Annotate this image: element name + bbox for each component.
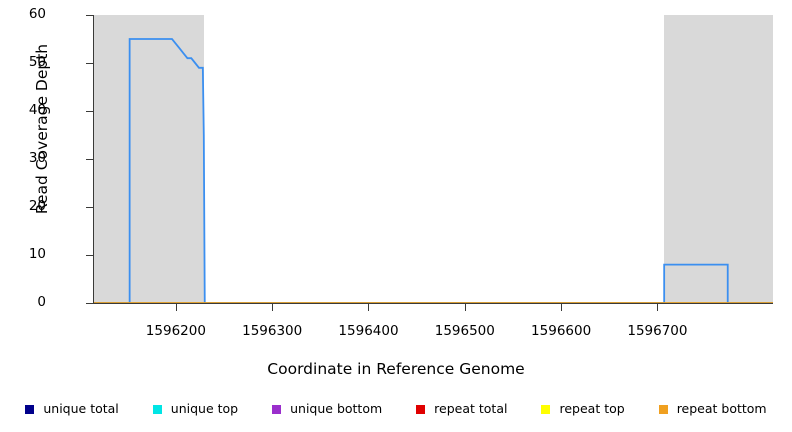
x-tick-label: 1596400: [338, 323, 399, 339]
y-tick: [86, 15, 93, 16]
x-tick-label: 1596300: [242, 323, 303, 339]
x-tick-label: 1596500: [434, 323, 495, 339]
x-tick: [272, 304, 274, 311]
y-tick-label: 60: [28, 6, 46, 22]
legend-swatch-icon: [152, 404, 162, 414]
y-tick-label: 0: [37, 294, 46, 310]
y-tick: [86, 255, 93, 256]
legend-label: unique bottom: [290, 400, 383, 416]
chart-legend: unique total unique top unique bottom repea…: [0, 398, 792, 420]
legend-item-repeat-total[interactable]: repeat total: [416, 400, 508, 416]
x-tick-label: 1596700: [627, 323, 688, 339]
y-tick-label: 10: [28, 246, 46, 262]
shaded-repeat-region: [664, 15, 773, 303]
x-tick: [464, 304, 466, 311]
legend-item-unique-total[interactable]: unique total: [25, 400, 119, 416]
series-line-unique-total: [94, 38, 773, 304]
y-tick-label: 20: [28, 198, 46, 214]
y-tick: [86, 303, 93, 304]
legend-swatch-icon: [541, 404, 551, 414]
x-tick-label: 1596200: [145, 323, 206, 339]
legend-label: repeat bottom: [676, 400, 767, 416]
y-tick: [86, 111, 93, 112]
legend-item-repeat-top[interactable]: repeat top: [541, 400, 625, 416]
legend-item-unique-top[interactable]: unique top: [152, 400, 239, 416]
y-axis-line: [93, 15, 94, 304]
y-tick: [86, 63, 93, 64]
legend-swatch-icon: [416, 404, 426, 414]
x-tick: [368, 304, 370, 311]
legend-swatch-icon: [272, 404, 282, 414]
y-axis-title: Read Coverage Depth: [33, 43, 51, 215]
plot-area: [94, 15, 773, 303]
legend-label: repeat top: [559, 400, 625, 416]
x-tick: [175, 304, 177, 311]
series-layer: [94, 38, 773, 304]
y-tick-label: 50: [28, 54, 46, 70]
legend-item-unique-bottom[interactable]: unique bottom: [272, 400, 383, 416]
legend-label: unique total: [43, 400, 119, 416]
legend-label: repeat total: [434, 400, 508, 416]
x-axis-title: Coordinate in Reference Genome: [267, 360, 525, 378]
x-axis-line: [94, 303, 773, 304]
x-tick: [561, 304, 563, 311]
y-tick: [86, 207, 93, 208]
y-tick: [86, 159, 93, 160]
legend-label: unique top: [170, 400, 239, 416]
legend-swatch-icon: [25, 404, 35, 414]
legend-item-repeat-bottom[interactable]: repeat bottom: [658, 400, 767, 416]
legend-swatch-icon: [658, 404, 668, 414]
x-tick-label: 1596600: [531, 323, 592, 339]
y-tick-label: 30: [28, 150, 46, 166]
x-tick: [657, 304, 659, 311]
y-tick-label: 40: [28, 102, 46, 118]
shaded-repeat-region: [94, 15, 204, 303]
